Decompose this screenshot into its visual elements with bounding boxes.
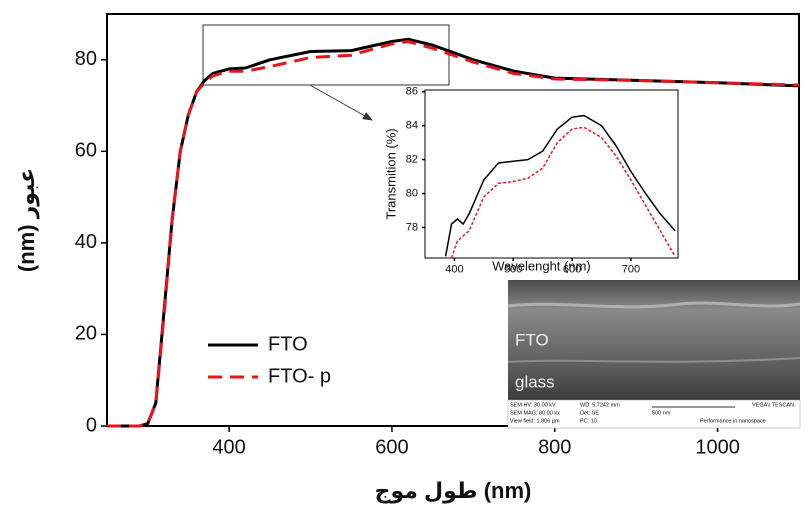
sem-caption: Det: SE xyxy=(580,410,599,416)
x-tick-label: 400 xyxy=(212,436,245,458)
sem-caption: PC: 10 xyxy=(580,418,597,424)
y-tick-label: 40 xyxy=(75,231,97,253)
sem-caption: SEM MAG: 80.00 kx xyxy=(510,410,560,416)
x-tick-label: 1000 xyxy=(695,436,740,458)
y-axis-label: Transmition (%) xyxy=(383,128,398,219)
sem-caption: WD: 5.7242 mm xyxy=(580,402,620,408)
x-axis-label: Wavelenght (nm) xyxy=(492,258,591,273)
y-tick-label: 0 xyxy=(86,414,97,436)
x-tick-label: 400 xyxy=(445,264,463,276)
sem-caption: Performance in nanospace xyxy=(700,418,766,424)
legend-label: FTO- p xyxy=(268,365,331,387)
y-tick-label: 84 xyxy=(406,120,418,132)
y-axis-label: (nm) عبور xyxy=(14,168,40,272)
zoom-arrow xyxy=(310,85,372,120)
x-axis-label: طول موج (nm) xyxy=(375,478,532,504)
sem-caption: SEM HV: 30.00 kV xyxy=(510,402,556,408)
sem-label: FTO xyxy=(515,330,549,349)
legend-label: FTO xyxy=(268,333,308,355)
x-tick-label: 600 xyxy=(375,436,408,458)
y-tick-label: 20 xyxy=(75,323,97,345)
y-tick-label: 78 xyxy=(406,221,418,233)
x-tick-label: 800 xyxy=(538,436,571,458)
y-tick-label: 80 xyxy=(75,48,97,70)
sem-image: FTO glass SEM HV: 30.00 kV WD: 5.7242 mm… xyxy=(508,280,800,428)
y-tick-label: 80 xyxy=(406,187,418,199)
inset-background xyxy=(425,90,678,258)
sem-label: glass xyxy=(515,372,555,391)
y-tick-label: 82 xyxy=(406,153,418,165)
x-tick-label: 700 xyxy=(622,264,640,276)
sem-caption: 500 nm xyxy=(652,410,671,416)
sem-caption: View field: 1.806 µm xyxy=(510,418,560,424)
y-tick-label: 86 xyxy=(406,86,418,98)
chart: 400 600 800 1000 0 20 40 60 80 طول موج (nm) (nm) ع… xyxy=(0,0,809,512)
sem-caption: VEGA\\ TESCAN xyxy=(752,402,794,408)
y-tick-label: 60 xyxy=(75,140,97,162)
zoom-box xyxy=(203,25,449,85)
